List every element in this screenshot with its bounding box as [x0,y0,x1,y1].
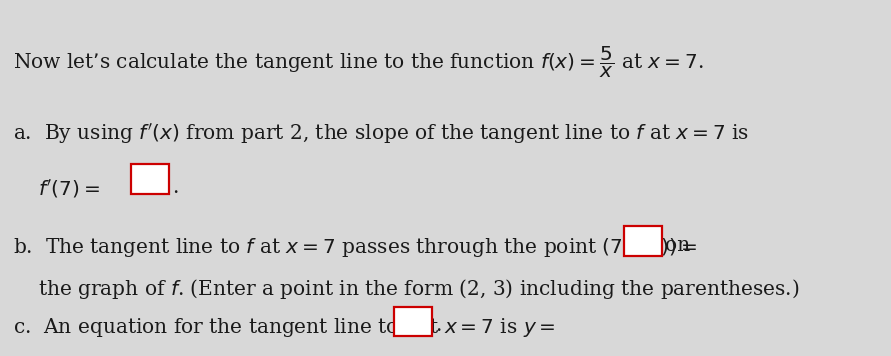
Text: Now let’s calculate the tangent line to the function $f(x) = \dfrac{5}{x}$ at $x: Now let’s calculate the tangent line to … [13,45,704,80]
Text: on: on [665,236,690,255]
Text: a.  By using $f'(x)$ from part 2, the slope of the tangent line to $f$ at $x = 7: a. By using $f'(x)$ from part 2, the slo… [13,122,749,146]
FancyBboxPatch shape [131,164,168,194]
Text: b.  The tangent line to $f$ at $x = 7$ passes through the point $(7, f(7)) = $: b. The tangent line to $f$ at $x = 7$ pa… [13,236,697,259]
FancyBboxPatch shape [395,307,432,336]
Text: .: . [435,316,442,335]
Text: the graph of $f$. (Enter a point in the form (2, 3) including the parentheses.): the graph of $f$. (Enter a point in the … [38,277,799,301]
Text: .: . [172,178,178,197]
Text: c.  An equation for the tangent line to $f$ at $x = 7$ is $y = $: c. An equation for the tangent line to $… [13,316,556,339]
Text: $f'(7) = $: $f'(7) = $ [38,178,100,200]
FancyBboxPatch shape [624,226,661,256]
